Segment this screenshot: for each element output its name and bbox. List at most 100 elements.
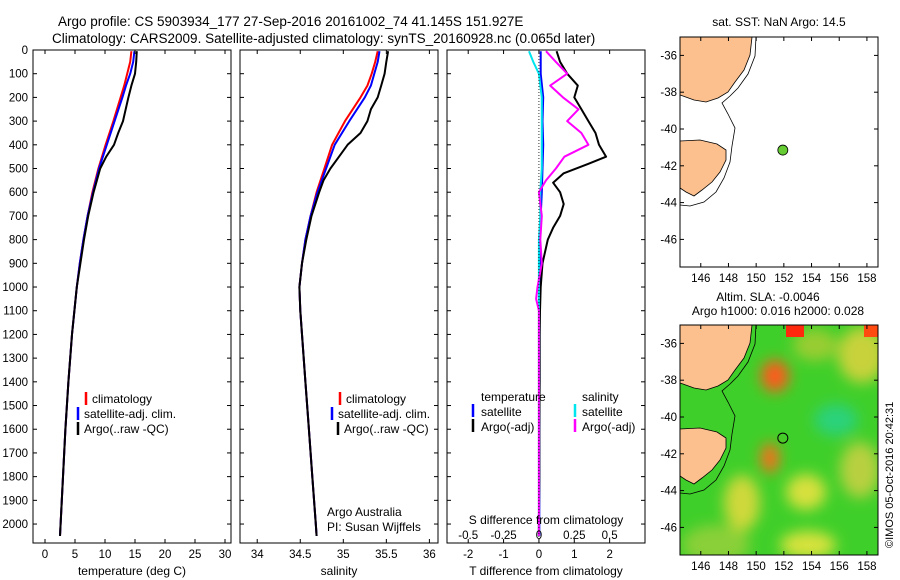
legend-heading-salinity: salinity [582, 390, 619, 404]
x2-tick-label: -0.5 [458, 530, 478, 542]
x-tick-label: -1 [498, 549, 508, 561]
map-lat-label: -36 [660, 338, 677, 350]
profile-line-argo-raw-qc- [59, 51, 138, 536]
x-tick-label: 35 [337, 549, 350, 561]
depth-tick-label: 900 [9, 258, 28, 270]
pi-label: PI: Susan Wijffels [327, 520, 421, 534]
depth-tick-label: 1800 [2, 472, 28, 484]
map2-title-line-2: Argo h1000: 0.016 h2000: 0.028 [692, 304, 864, 318]
depth-tick-label: 1500 [2, 401, 28, 413]
map-lat-label: -44 [660, 486, 677, 498]
map2-shelf-contour [680, 325, 757, 495]
axis-ticks: 0 5 10 15 20 25 30 34 34.5 35 35.5 36 -2 -1 0 1 2 -0.5 -0.… [33, 49, 645, 561]
map2-frame [679, 324, 879, 556]
map-lat-label: -40 [660, 124, 677, 136]
temperature-profiles [59, 51, 138, 536]
map-lat-label: -42 [660, 161, 677, 173]
legend-label-satellite: satellite-adj. clim. [338, 407, 430, 421]
x-tick-label: 10 [99, 549, 112, 561]
map-lon-label: 152 [774, 273, 793, 285]
depth-tick-label: 1000 [2, 282, 28, 294]
difference-profiles [528, 50, 608, 543]
x-tick-label: 2 [606, 549, 612, 561]
float-position-ring [777, 432, 789, 444]
temperature-axis-label: temperature (deg C) [78, 564, 186, 578]
profile-line-argo-raw-qc- [298, 51, 390, 536]
x-tick-label: 0 [536, 549, 542, 561]
salinity-axis-label: salinity [321, 564, 358, 578]
map1-shelf-contour [680, 37, 757, 207]
map2-mainland [680, 325, 753, 391]
map1-frame [679, 36, 879, 268]
map-lon-label: 154 [802, 561, 822, 573]
map2-axes: 146 148 150 152 154 156 158 -36 -38 -40 -42 -44 -46 [660, 325, 878, 573]
map2-float-marker [777, 432, 789, 444]
legend-label-s-argo: Argo(-adj) [582, 420, 635, 434]
argo-australia-label: Argo Australia [327, 505, 402, 519]
map-lat-label: -40 [660, 412, 677, 424]
title-line-2: Climatology: CARS2009. Satellite-adjuste… [52, 31, 595, 46]
x2-tick-label: 0.5 [602, 530, 618, 542]
map1-title: sat. SST: NaN Argo: 14.5 [712, 15, 846, 29]
map-lon-label: 154 [802, 273, 822, 285]
depth-tick-label: 1100 [3, 306, 28, 318]
legend-label-t-satellite: satellite [481, 405, 522, 419]
x2-tick-label: 0.25 [563, 530, 585, 542]
map-lon-label: 150 [747, 561, 766, 573]
map-lon-label: 148 [719, 273, 738, 285]
x-tick-label: 30 [219, 549, 232, 561]
s-difference-axis-label: S difference from climatology [469, 513, 624, 527]
depth-axis-labels: 0 100 200 300 400 500 600 700 800 900 1000 1100 1200… [2, 45, 28, 531]
x-tick-label: 25 [189, 549, 202, 561]
salinity-profiles [298, 50, 390, 536]
depth-tick-label: 0 [22, 45, 28, 57]
legend-label-climatology: climatology [92, 392, 152, 406]
x-tick-label: 34 [251, 549, 264, 561]
legend-label-argo: Argo(..raw -QC) [344, 422, 429, 436]
legend-label-satellite: satellite-adj. clim. [84, 407, 176, 421]
map-lat-label: -38 [660, 375, 677, 387]
t-difference-axis-label: T difference from climatology [469, 564, 623, 578]
depth-tick-label: 1600 [2, 424, 28, 436]
depth-tick-label: 600 [9, 187, 28, 199]
map2-title-line-1: Altim. SLA: -0.0046 [716, 290, 820, 304]
depth-tick-label: 800 [9, 235, 28, 247]
map-lon-label: 146 [691, 561, 710, 573]
x2-tick-label: 0 [536, 530, 542, 542]
map-lat-label: -36 [660, 50, 677, 62]
map-lon-label: 158 [857, 561, 876, 573]
map-lon-label: 156 [830, 561, 849, 573]
x-tick-label: -2 [463, 549, 473, 561]
depth-tick-label: 700 [9, 211, 28, 223]
legend-label-t-argo: Argo(-adj) [481, 420, 534, 434]
x-tick-label: 1 [571, 549, 577, 561]
title-line-1: Argo profile: CS 5903934_177 27-Sep-2016… [58, 14, 523, 29]
map1-float-marker [777, 144, 789, 156]
x-tick-label: 15 [129, 549, 142, 561]
legend-label-climatology: climatology [346, 392, 406, 406]
x2-tick-label: -0.25 [490, 530, 516, 542]
salinity-legend: climatology satellite-adj. clim. Argo(..… [327, 392, 430, 534]
depth-tick-label: 1300 [2, 353, 28, 365]
map-lat-label: -42 [660, 449, 677, 461]
salinity-panel [239, 49, 439, 544]
depth-tick-label: 1700 [2, 448, 28, 460]
depth-tick-label: 2000 [2, 519, 28, 531]
map-lon-label: 156 [830, 273, 849, 285]
x-tick-label: 36 [423, 549, 436, 561]
depth-tick-label: 200 [9, 92, 28, 104]
map-lat-label: -46 [660, 234, 677, 246]
map-lat-label: -46 [660, 522, 677, 534]
map-lon-label: 152 [774, 561, 793, 573]
depth-tick-label: 100 [9, 69, 28, 81]
map1-axes: 146 148 150 152 154 156 158 -36 -38 -40 -42 -44 -46 [660, 37, 878, 285]
map1-mainland [680, 37, 753, 103]
difference-legend: temperature satellite Argo(-adj) salinit… [471, 390, 635, 434]
map-lat-label: -44 [660, 198, 677, 210]
map-lat-label: -38 [660, 87, 677, 99]
map-lon-label: 150 [747, 273, 766, 285]
sla-map [680, 325, 878, 555]
depth-tick-label: 400 [9, 140, 28, 152]
depth-tick-label: 300 [9, 116, 28, 128]
